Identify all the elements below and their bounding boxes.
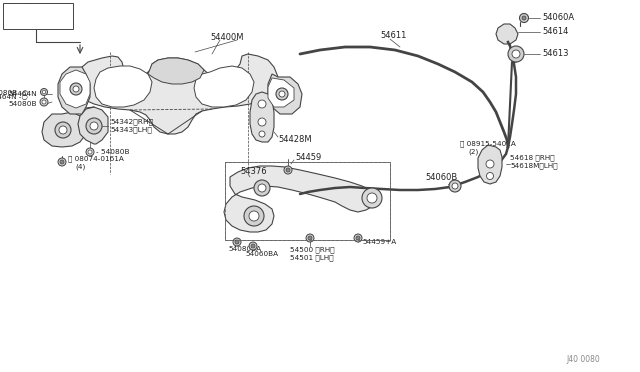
- Circle shape: [258, 118, 266, 126]
- Text: 54614: 54614: [542, 28, 568, 36]
- Polygon shape: [194, 66, 254, 107]
- Text: Ⓜ 08915-5401A: Ⓜ 08915-5401A: [460, 141, 516, 147]
- Circle shape: [55, 122, 71, 138]
- Circle shape: [90, 122, 98, 130]
- Circle shape: [449, 180, 461, 192]
- Circle shape: [86, 148, 94, 156]
- Polygon shape: [268, 78, 294, 107]
- Text: Ⓑ 08074-0161A: Ⓑ 08074-0161A: [68, 156, 124, 162]
- Polygon shape: [148, 58, 204, 84]
- Text: 54500 〈RH〉: 54500 〈RH〉: [290, 247, 335, 253]
- Circle shape: [70, 83, 82, 95]
- Text: SEC.750: SEC.750: [7, 3, 39, 13]
- Text: 54060B: 54060B: [425, 173, 457, 183]
- Circle shape: [356, 236, 360, 240]
- Polygon shape: [268, 74, 302, 114]
- Text: 54464N -○: 54464N -○: [0, 93, 28, 99]
- Circle shape: [520, 13, 529, 22]
- Circle shape: [59, 126, 67, 134]
- Text: 54459: 54459: [295, 153, 321, 161]
- Text: 54376: 54376: [240, 167, 267, 176]
- Circle shape: [276, 88, 288, 100]
- Circle shape: [251, 244, 255, 248]
- Text: 54428M: 54428M: [278, 135, 312, 144]
- Polygon shape: [58, 67, 90, 114]
- Polygon shape: [60, 70, 90, 108]
- Circle shape: [308, 236, 312, 240]
- Circle shape: [40, 98, 48, 106]
- Circle shape: [306, 234, 314, 242]
- Circle shape: [40, 89, 47, 96]
- Circle shape: [258, 100, 266, 108]
- Circle shape: [279, 91, 285, 97]
- Circle shape: [249, 242, 257, 250]
- Text: 54342〈RH〉: 54342〈RH〉: [110, 119, 153, 125]
- Text: 54618 〈RH〉: 54618 〈RH〉: [510, 155, 555, 161]
- Text: 54618M〈LH〉: 54618M〈LH〉: [510, 163, 557, 169]
- Circle shape: [86, 118, 102, 134]
- Circle shape: [259, 131, 265, 137]
- Circle shape: [235, 240, 239, 244]
- Polygon shape: [94, 66, 152, 107]
- Circle shape: [42, 90, 46, 94]
- Circle shape: [254, 180, 270, 196]
- Circle shape: [354, 234, 362, 242]
- Text: 54060BA: 54060BA: [245, 251, 278, 257]
- Polygon shape: [78, 107, 108, 144]
- Text: (74803〈LH〉: (74803〈LH〉: [7, 19, 54, 29]
- Circle shape: [249, 211, 259, 221]
- Text: - 54080B: - 54080B: [96, 149, 129, 155]
- Text: (2): (2): [468, 149, 478, 155]
- Text: 54464N: 54464N: [8, 91, 36, 97]
- Circle shape: [286, 168, 290, 172]
- Circle shape: [367, 193, 377, 203]
- Circle shape: [258, 184, 266, 192]
- Text: 54611: 54611: [380, 32, 406, 41]
- Text: 54501 〈LH〉: 54501 〈LH〉: [290, 255, 333, 261]
- Polygon shape: [76, 54, 278, 134]
- Polygon shape: [496, 24, 518, 44]
- Text: 54343〈LH〉: 54343〈LH〉: [110, 127, 152, 133]
- Polygon shape: [224, 166, 376, 232]
- Text: 54080B -○: 54080B -○: [0, 89, 28, 95]
- Text: 54400M: 54400M: [210, 33, 243, 42]
- Text: (74802〈RH〉: (74802〈RH〉: [7, 12, 54, 20]
- Text: 54459+A: 54459+A: [362, 239, 396, 245]
- Circle shape: [244, 206, 264, 226]
- FancyBboxPatch shape: [3, 3, 73, 29]
- Circle shape: [486, 160, 494, 168]
- Text: 54080B: 54080B: [8, 101, 36, 107]
- Circle shape: [60, 160, 64, 164]
- Text: 54613: 54613: [542, 49, 568, 58]
- Circle shape: [486, 173, 493, 180]
- Text: 54060A: 54060A: [542, 13, 574, 22]
- Polygon shape: [250, 92, 274, 142]
- Text: 54080BA: 54080BA: [228, 246, 261, 252]
- Polygon shape: [478, 145, 502, 184]
- Circle shape: [42, 100, 46, 104]
- Circle shape: [452, 183, 458, 189]
- Circle shape: [88, 150, 92, 154]
- Circle shape: [522, 16, 526, 20]
- Circle shape: [362, 188, 382, 208]
- Circle shape: [73, 86, 79, 92]
- Circle shape: [233, 238, 241, 246]
- Text: J40 0080: J40 0080: [566, 355, 600, 363]
- Polygon shape: [42, 112, 86, 147]
- Circle shape: [508, 46, 524, 62]
- Circle shape: [284, 166, 292, 174]
- Circle shape: [512, 50, 520, 58]
- Circle shape: [58, 158, 66, 166]
- Text: (4): (4): [75, 164, 85, 170]
